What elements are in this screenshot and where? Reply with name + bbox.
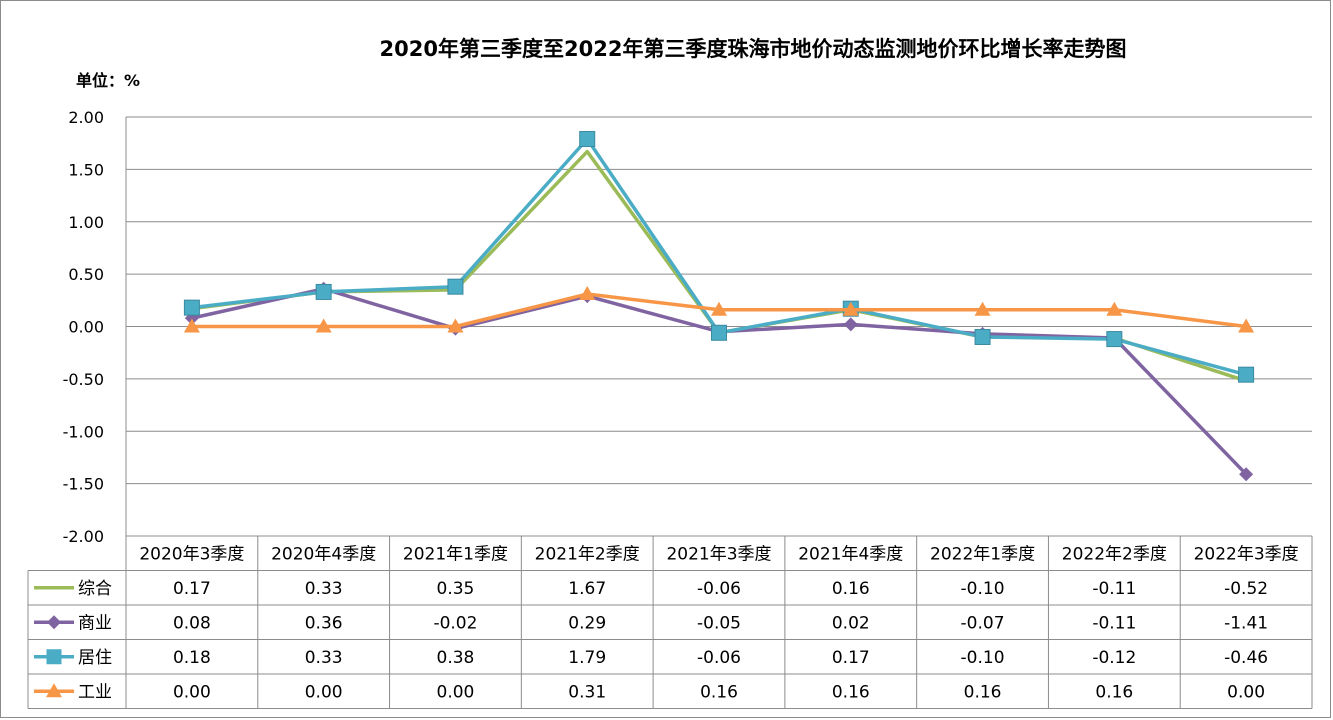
data-point-square [447,278,464,295]
table-value: -0.12 [1092,648,1136,668]
data-point-triangle [711,301,727,316]
series-综合 [191,149,1247,383]
table-value: 0.31 [568,682,606,702]
legend-marker [46,649,62,665]
table-value: 0.18 [173,648,211,668]
table-value: -0.06 [697,579,741,599]
series-工业 [183,286,1255,333]
table-value: -0.05 [697,613,741,633]
table-value: 0.00 [437,682,475,702]
data-point-square [1238,366,1255,383]
table-value: 1.79 [568,648,606,668]
table-value: 0.33 [305,648,343,668]
data-point-square [579,130,596,147]
legend-marker [47,615,61,630]
table-value: -0.02 [433,613,477,633]
category-label: 2022年2季度 [1062,544,1167,564]
data-point-diamond [1239,467,1254,482]
category-label: 2021年3季度 [666,544,771,564]
table-value: 0.16 [832,579,870,599]
y-tick-label: 0.00 [68,318,104,337]
y-tick-label: -0.50 [63,370,104,389]
legend-label: 综合 [78,579,112,599]
y-tick-label: 2.00 [68,108,104,127]
table-value: 0.36 [305,613,343,633]
table-value: 1.67 [568,579,606,599]
data-point-triangle [315,318,332,333]
data-point-square [974,328,991,345]
table-value: -0.06 [697,648,741,668]
legend-key-居住 [34,649,74,665]
category-label: 2020年3季度 [139,544,244,564]
table-value: 0.38 [437,648,475,668]
y-tick-label: -2.00 [63,527,104,546]
table-value: -0.11 [1092,579,1136,599]
data-point-triangle [579,286,596,301]
category-label: 2020年4季度 [271,544,376,564]
y-tick-label: 1.50 [68,160,104,179]
series-line [191,287,1248,476]
table-value: 0.00 [173,682,211,702]
table-value: 0.16 [1095,682,1133,702]
table-value: 0.00 [1227,682,1265,702]
legend-key-工业 [34,683,74,698]
data-point-triangle [447,318,464,333]
data-point-square [711,324,727,341]
unit-label: 单位：% [76,71,140,90]
table-value: 0.16 [700,682,738,702]
table-value: 0.16 [964,682,1002,702]
table-value: 0.17 [173,579,211,599]
data-point-square [183,299,200,316]
data-point-square [1106,331,1123,348]
table-value: -0.46 [1224,648,1268,668]
table-value: 0.02 [832,613,870,633]
data-point-square [315,283,332,300]
legend-label: 工业 [78,682,112,702]
table-value: -0.10 [961,579,1005,599]
series-line [191,149,1247,383]
table-value: 0.16 [832,682,870,702]
data-point-triangle [842,301,859,316]
legend-label: 居住 [78,648,112,668]
y-tick-label: 1.00 [68,213,104,232]
table-value: -0.10 [961,648,1005,668]
data-point-triangle [1238,318,1255,333]
category-label: 2022年3季度 [1194,544,1299,564]
table-value: 0.29 [568,613,606,633]
table-value: 0.35 [437,579,475,599]
legend-key-商业 [34,615,74,630]
category-label: 2021年2季度 [535,544,640,564]
table-value: -0.07 [961,613,1005,633]
legend-marker [46,683,62,698]
table-value: 0.08 [173,613,211,633]
table-value: 0.33 [305,579,343,599]
category-label: 2021年4季度 [798,544,903,564]
table-value: 0.17 [832,648,870,668]
data-point-triangle [183,318,200,333]
chart-title: 2020年第三季度至2022年第三季度珠海市地价动态监测地价环比增长率走势图 [380,37,1127,61]
y-tick-label: -1.50 [63,475,104,494]
data-point-triangle [974,301,991,316]
legend-label: 商业 [78,613,112,633]
category-label: 2022年1季度 [930,544,1035,564]
table-value: -0.11 [1092,613,1136,633]
data-point-triangle [1106,301,1123,316]
category-label: 2021年1季度 [403,544,508,564]
table-value: -1.41 [1224,613,1268,633]
y-tick-label: 0.50 [68,265,104,284]
data-point-diamond [843,317,858,332]
y-tick-label: -1.00 [63,422,104,441]
table-value: -0.52 [1224,579,1268,599]
table-value: 0.00 [305,682,343,702]
